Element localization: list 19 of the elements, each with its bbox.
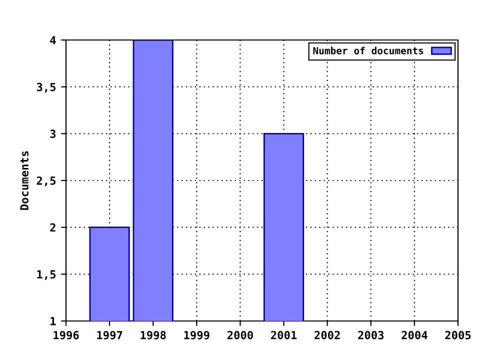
x-tick-label: 1998 (140, 330, 166, 340)
y-tick-label: 1 (50, 317, 56, 326)
x-tick-label: 1996 (54, 330, 79, 340)
x-tick-label: 2000 (227, 330, 253, 340)
y-tick-label: 2,5 (36, 176, 56, 186)
legend-label: Number of documents (313, 46, 424, 54)
y-tick-label: 4 (50, 36, 56, 44)
x-tick-label: 1999 (184, 330, 210, 340)
x-tick-label: 2004 (402, 330, 428, 340)
x-tick-label: 1997 (97, 330, 122, 340)
x-tick-label: 2005 (445, 330, 471, 340)
y-tick-label: 3 (50, 130, 56, 138)
y-tick-label: 2 (50, 223, 56, 232)
x-tick-label: 2003 (358, 330, 384, 340)
x-tick-label: 2001 (271, 330, 297, 340)
x-tick-label: 2002 (314, 330, 340, 340)
y-axis-title: Documents (20, 151, 28, 210)
y-tick-label: 3,5 (36, 82, 56, 93)
y-tick-label: 1,5 (37, 270, 56, 280)
